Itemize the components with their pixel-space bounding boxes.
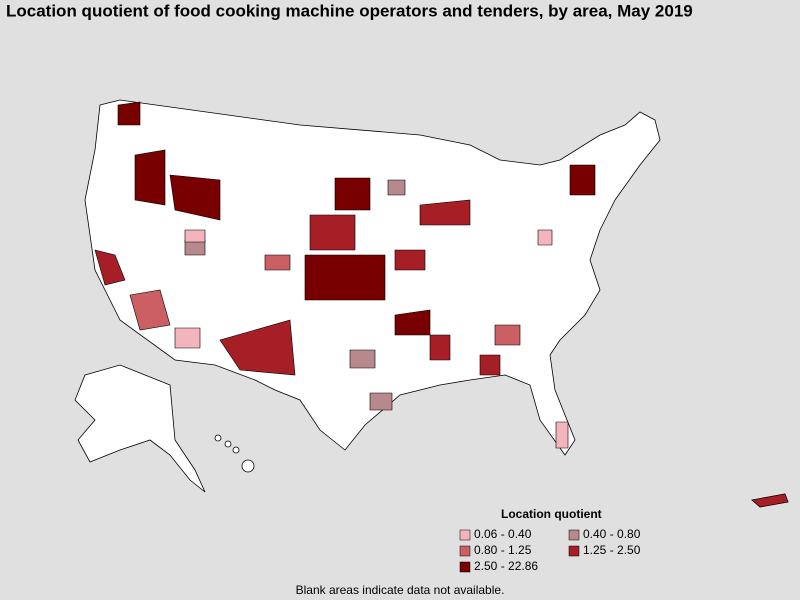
region	[394, 249, 426, 271]
legend: 0.06 - 0.40 0.40 - 0.80 0.80 - 1.25 1.25 - …	[459, 527, 641, 573]
legend-swatch	[568, 529, 580, 541]
legend-swatch	[459, 561, 471, 573]
region	[174, 327, 201, 349]
legend-swatch	[459, 545, 471, 557]
region	[349, 349, 376, 369]
region	[387, 179, 406, 196]
region	[429, 334, 451, 361]
legend-label: 0.06 - 0.40	[474, 527, 532, 541]
region	[264, 254, 291, 271]
footnote: Blank areas indicate data not available.	[296, 583, 505, 597]
region	[494, 324, 521, 346]
region	[309, 214, 356, 251]
alaska	[74, 364, 206, 493]
region	[751, 493, 789, 508]
hawaii	[214, 434, 255, 473]
legend-label: 1.25 - 2.50	[583, 543, 641, 557]
region	[94, 249, 126, 286]
region	[169, 174, 221, 221]
legend-label: 0.40 - 0.80	[583, 527, 641, 541]
region	[419, 199, 471, 226]
region	[184, 229, 206, 243]
region	[369, 392, 393, 411]
region	[555, 421, 569, 449]
legend-swatch	[568, 545, 580, 557]
region	[537, 229, 553, 246]
region	[117, 101, 141, 126]
region	[479, 354, 501, 376]
region	[304, 254, 386, 301]
legend-label: 0.80 - 1.25	[474, 543, 532, 557]
map	[74, 99, 789, 508]
region	[334, 177, 371, 211]
map-title: Location quotient of food cooking machin…	[6, 1, 693, 20]
region	[219, 319, 296, 376]
legend-label: 2.50 - 22.86	[474, 559, 538, 573]
region	[569, 164, 596, 196]
region	[134, 149, 166, 206]
legend-title: Location quotient	[501, 507, 602, 521]
legend-swatch	[459, 529, 471, 541]
region	[129, 289, 171, 331]
